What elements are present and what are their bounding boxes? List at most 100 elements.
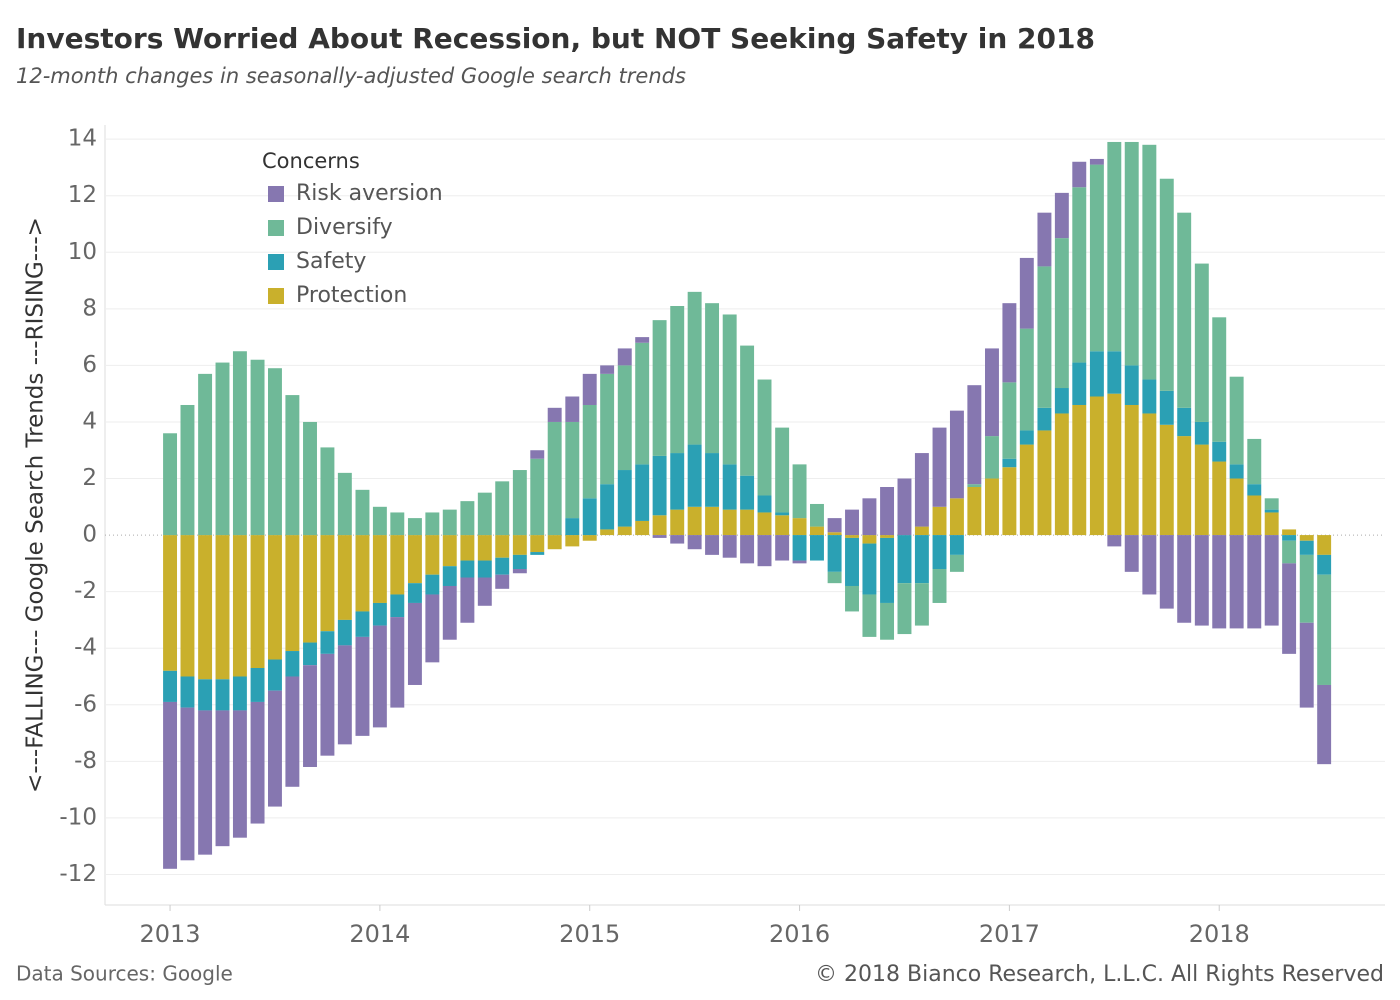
bar-segment: [1194, 535, 1209, 626]
bar-segment: [897, 535, 912, 584]
bar-segment: [268, 535, 282, 660]
bar-segment: [285, 651, 300, 677]
bar-segment: [897, 478, 912, 536]
bar-segment: [1229, 464, 1244, 479]
bar-segment: [1177, 436, 1192, 536]
y-tick-label: 10: [68, 239, 97, 265]
bar-segment: [932, 506, 947, 536]
bar-segment: [425, 512, 440, 536]
bar-segment: [740, 475, 755, 510]
bar-segment: [1124, 141, 1139, 366]
bar-segment: [687, 291, 702, 445]
bar-segment: [600, 373, 615, 485]
bar-segment: [1264, 535, 1279, 626]
bar-segment: [1212, 317, 1227, 442]
bar-segment: [442, 535, 457, 567]
bar-segment: [792, 464, 807, 519]
x-tick-label: 2013: [140, 920, 201, 948]
bar-segment: [1159, 535, 1174, 609]
bar-segment: [1019, 444, 1034, 536]
bar-segment: [845, 509, 859, 536]
bar-segment: [1002, 303, 1017, 383]
bar-segment: [862, 535, 877, 544]
bar-segment: [582, 373, 597, 405]
bar-segment: [460, 501, 475, 536]
bar-segment: [1194, 263, 1209, 422]
bar-segment: [1317, 574, 1332, 685]
bar-segment: [1212, 441, 1227, 462]
bar-segment: [495, 535, 510, 558]
bar-segment: [303, 642, 317, 666]
bar-segment: [1247, 484, 1262, 496]
bar-segment: [268, 659, 282, 691]
bar-segment: [303, 665, 317, 767]
bar-segment: [845, 535, 859, 538]
bar-segment: [1264, 509, 1279, 513]
legend-label: Diversify: [296, 215, 393, 240]
bar-segment: [949, 498, 964, 536]
bar-segment: [337, 535, 352, 620]
bar-segment: [1247, 438, 1262, 485]
bar-segment: [617, 365, 632, 471]
bar-segment: [1212, 461, 1227, 536]
bar-segment: [652, 320, 667, 456]
bar-segment: [547, 407, 562, 422]
bar-segment: [1089, 396, 1104, 536]
bar-segment: [1159, 390, 1174, 425]
x-tick-label: 2014: [349, 920, 410, 948]
bar-segment: [512, 569, 527, 574]
bar-segment: [442, 509, 457, 536]
bar-segment: [198, 679, 213, 711]
bar-segment: [163, 433, 178, 536]
bar-segment: [722, 314, 737, 465]
bar-segment: [862, 594, 877, 637]
bar-segment: [600, 365, 615, 374]
bar-segment: [372, 535, 387, 603]
bar-segment: [652, 455, 667, 516]
bar-segment: [810, 526, 824, 536]
bar-segment: [163, 670, 178, 702]
bar-segment: [372, 602, 387, 626]
legend-swatch: [268, 220, 284, 236]
bar-segment: [355, 611, 370, 637]
bar-segment: [1089, 164, 1104, 352]
y-axis-label: <---FALLING--- Google Search Trends ---R…: [23, 217, 49, 793]
bar-segment: [477, 535, 492, 561]
bar-segment: [530, 552, 545, 555]
bar-segment: [390, 512, 405, 536]
bar-segment: [949, 554, 964, 572]
bar-segment: [705, 506, 720, 536]
bar-segment: [1264, 512, 1279, 536]
bar-segment: [1299, 554, 1314, 623]
bar-segment: [967, 487, 982, 536]
bar-segment: [495, 481, 510, 536]
bar-segment: [652, 535, 667, 538]
bar-segment: [232, 351, 247, 536]
bar-segment: [390, 535, 405, 595]
bar-segment: [285, 395, 300, 536]
bar-segment: [565, 535, 580, 547]
y-tick-label: 2: [82, 465, 97, 491]
bar-segment: [757, 379, 772, 496]
bar-segment: [1229, 376, 1244, 465]
bar-segment: [407, 602, 422, 685]
bar-segment: [949, 535, 964, 555]
bar-segment: [932, 535, 947, 570]
bar-segment: [1089, 351, 1104, 397]
y-tick-label: 6: [82, 352, 97, 378]
bar-segment: [285, 535, 300, 652]
bar-segment: [407, 535, 422, 584]
bar-segment: [635, 520, 650, 536]
bar-segment: [565, 518, 580, 536]
bar-segment: [180, 676, 195, 708]
bar-segment: [635, 342, 650, 465]
legend-swatch: [268, 186, 284, 202]
y-tick-label: 4: [82, 408, 97, 434]
bar-segment: [845, 537, 859, 586]
bar-segment: [600, 529, 615, 536]
bar-segment: [914, 535, 929, 584]
bar-segment: [757, 512, 772, 536]
bar-segment: [268, 368, 282, 536]
bar-segment: [775, 512, 790, 516]
bar-segment: [303, 421, 317, 536]
